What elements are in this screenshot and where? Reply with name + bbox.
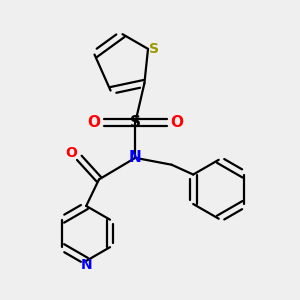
Text: O: O	[65, 146, 77, 160]
Text: S: S	[149, 42, 159, 56]
Text: S: S	[130, 115, 141, 130]
Text: O: O	[88, 115, 100, 130]
Text: N: N	[129, 150, 142, 165]
Text: O: O	[170, 115, 183, 130]
Text: N: N	[80, 258, 92, 272]
